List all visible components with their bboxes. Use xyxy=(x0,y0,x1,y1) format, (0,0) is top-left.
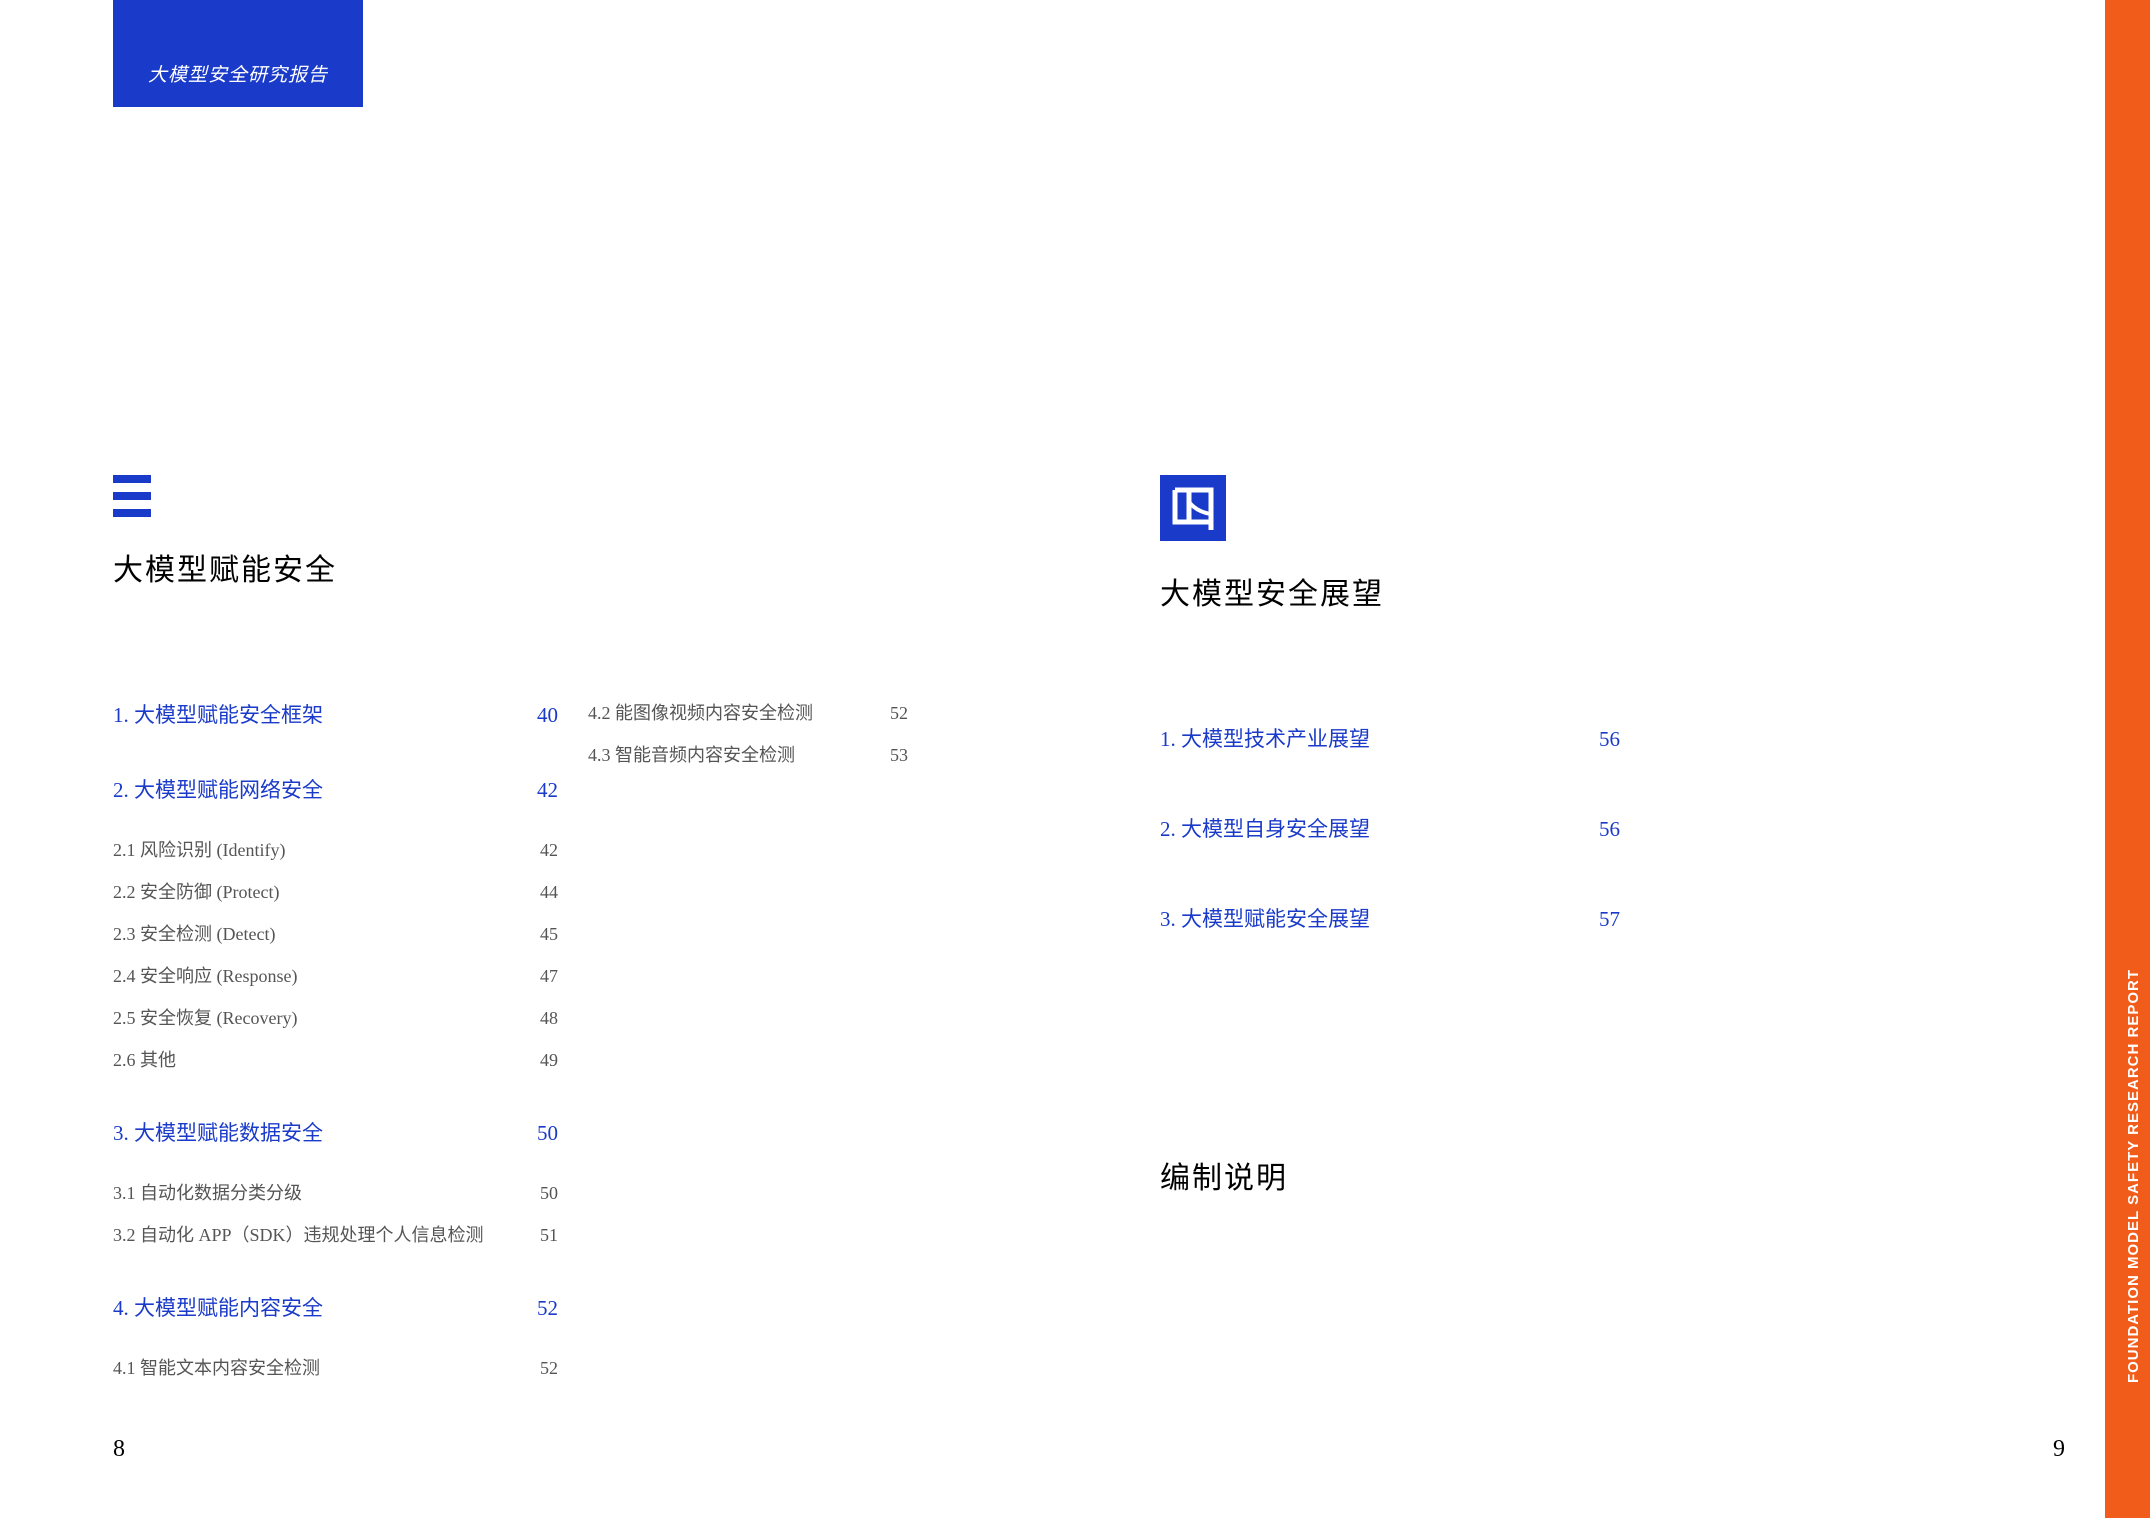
toc-entry-sub: 3.1 自动化数据分类分级 50 xyxy=(113,1179,558,1205)
toc-label: 4. 大模型赋能内容安全 xyxy=(113,1292,323,1322)
toc-label: 4.1 智能文本内容安全检测 xyxy=(113,1354,320,1380)
toc-label: 3. 大模型赋能安全展望 xyxy=(1160,903,1370,933)
toc-page: 50 xyxy=(540,1183,558,1204)
toc-page: 48 xyxy=(540,1008,558,1029)
toc-page: 47 xyxy=(540,966,558,987)
toc-label: 2. 大模型赋能网络安全 xyxy=(113,774,323,804)
toc-page: 42 xyxy=(537,778,558,803)
toc-label: 1. 大模型技术产业展望 xyxy=(1160,723,1370,753)
toc-label: 2.1 风险识别 (Identify) xyxy=(113,836,285,862)
toc-label: 2.6 其他 xyxy=(113,1046,176,1072)
toc-label: 1. 大模型赋能安全框架 xyxy=(113,699,323,729)
toc-page: 52 xyxy=(890,703,908,724)
chapter-title-right: 大模型安全展望 xyxy=(1160,569,1940,613)
toc-label: 4.3 智能音频内容安全检测 xyxy=(588,741,795,767)
toc-label: 3.2 自动化 APP（SDK）违规处理个人信息检测 xyxy=(113,1221,484,1247)
toc-entry-main: 4. 大模型赋能内容安全 52 xyxy=(113,1292,558,1322)
toc-page: 40 xyxy=(537,703,558,728)
toc-page: 52 xyxy=(537,1296,558,1321)
toc-entry-sub: 2.3 安全检测 (Detect) 45 xyxy=(113,920,558,946)
toc-entry-main: 3. 大模型赋能数据安全 50 xyxy=(113,1117,558,1147)
toc-page: 51 xyxy=(540,1225,558,1246)
toc-label: 2.5 安全恢复 (Recovery) xyxy=(113,1004,297,1030)
toc-page: 42 xyxy=(540,840,558,861)
toc-entry-main: 2. 大模型赋能网络安全 42 xyxy=(113,774,558,804)
toc-page: 56 xyxy=(1599,727,1620,752)
toc-entry-sub: 4.1 智能文本内容安全检测 52 xyxy=(113,1354,558,1380)
toc-entry-main: 1. 大模型技术产业展望 56 xyxy=(1160,723,1620,753)
chapter-title-left: 大模型赋能安全 xyxy=(113,545,1013,589)
chapter-three-icon xyxy=(113,475,155,517)
header-title: 大模型安全研究报告 xyxy=(148,65,328,86)
toc-right: 1. 大模型技术产业展望 56 2. 大模型自身安全展望 56 3. 大模型赋能安全展望… xyxy=(1160,723,1620,933)
toc-entry-sub: 2.2 安全防御 (Protect) 44 xyxy=(113,878,558,904)
toc-label: 3.1 自动化数据分类分级 xyxy=(113,1179,302,1205)
vertical-report-label: FOUNDATION MODEL SAFETY RESEARCH REPORT xyxy=(2126,969,2143,1383)
toc-entry-sub: 3.2 自动化 APP（SDK）违规处理个人信息检测 51 xyxy=(113,1221,558,1247)
toc-page: 52 xyxy=(540,1358,558,1379)
compile-note: 编制说明 xyxy=(1160,1153,1940,1197)
chapter-four-icon xyxy=(1160,475,1226,541)
toc-label: 3. 大模型赋能数据安全 xyxy=(113,1117,323,1147)
page-number-left: 8 xyxy=(113,1436,125,1463)
toc-entry-sub: 2.4 安全响应 (Response) 47 xyxy=(113,962,558,988)
toc-page: 57 xyxy=(1599,907,1620,932)
right-page: 大模型安全展望 1. 大模型技术产业展望 56 2. 大模型自身安全展望 56 3. 大… xyxy=(1160,475,1940,1197)
toc-page: 44 xyxy=(540,882,558,903)
toc-entry-sub: 4.3 智能音频内容安全检测 53 xyxy=(588,741,908,767)
toc-page: 49 xyxy=(540,1050,558,1071)
toc-page: 45 xyxy=(540,924,558,945)
toc-page: 56 xyxy=(1599,817,1620,842)
left-page: 大模型赋能安全 1. 大模型赋能安全框架402. 大模型赋能网络安全422.1 … xyxy=(113,475,1013,1396)
toc-entry-main: 1. 大模型赋能安全框架 40 xyxy=(113,699,558,729)
toc-entry-sub: 2.5 安全恢复 (Recovery) 48 xyxy=(113,1004,558,1030)
toc-label: 4.2 能图像视频内容安全检测 xyxy=(588,699,813,725)
toc-label: 2.3 安全检测 (Detect) xyxy=(113,920,275,946)
toc-entry-sub: 2.6 其他 49 xyxy=(113,1046,558,1072)
toc-entry-sub: 4.2 能图像视频内容安全检测 52 xyxy=(588,699,908,725)
toc-column-1: 1. 大模型赋能安全框架402. 大模型赋能网络安全422.1 风险识别 (Id… xyxy=(113,699,558,1396)
toc-page: 53 xyxy=(890,745,908,766)
toc-page: 50 xyxy=(537,1121,558,1146)
toc-entry-main: 3. 大模型赋能安全展望 57 xyxy=(1160,903,1620,933)
toc-entry-main: 2. 大模型自身安全展望 56 xyxy=(1160,813,1620,843)
toc-entry-sub: 2.1 风险识别 (Identify) 42 xyxy=(113,836,558,862)
toc-label: 2.4 安全响应 (Response) xyxy=(113,962,297,988)
toc-column-2: 4.2 能图像视频内容安全检测 52 4.3 智能音频内容安全检测 53 xyxy=(588,699,908,1396)
page-number-right: 9 xyxy=(2053,1436,2065,1463)
header-tab: 大模型安全研究报告 xyxy=(113,0,363,107)
toc-label: 2. 大模型自身安全展望 xyxy=(1160,813,1370,843)
toc-label: 2.2 安全防御 (Protect) xyxy=(113,878,279,904)
